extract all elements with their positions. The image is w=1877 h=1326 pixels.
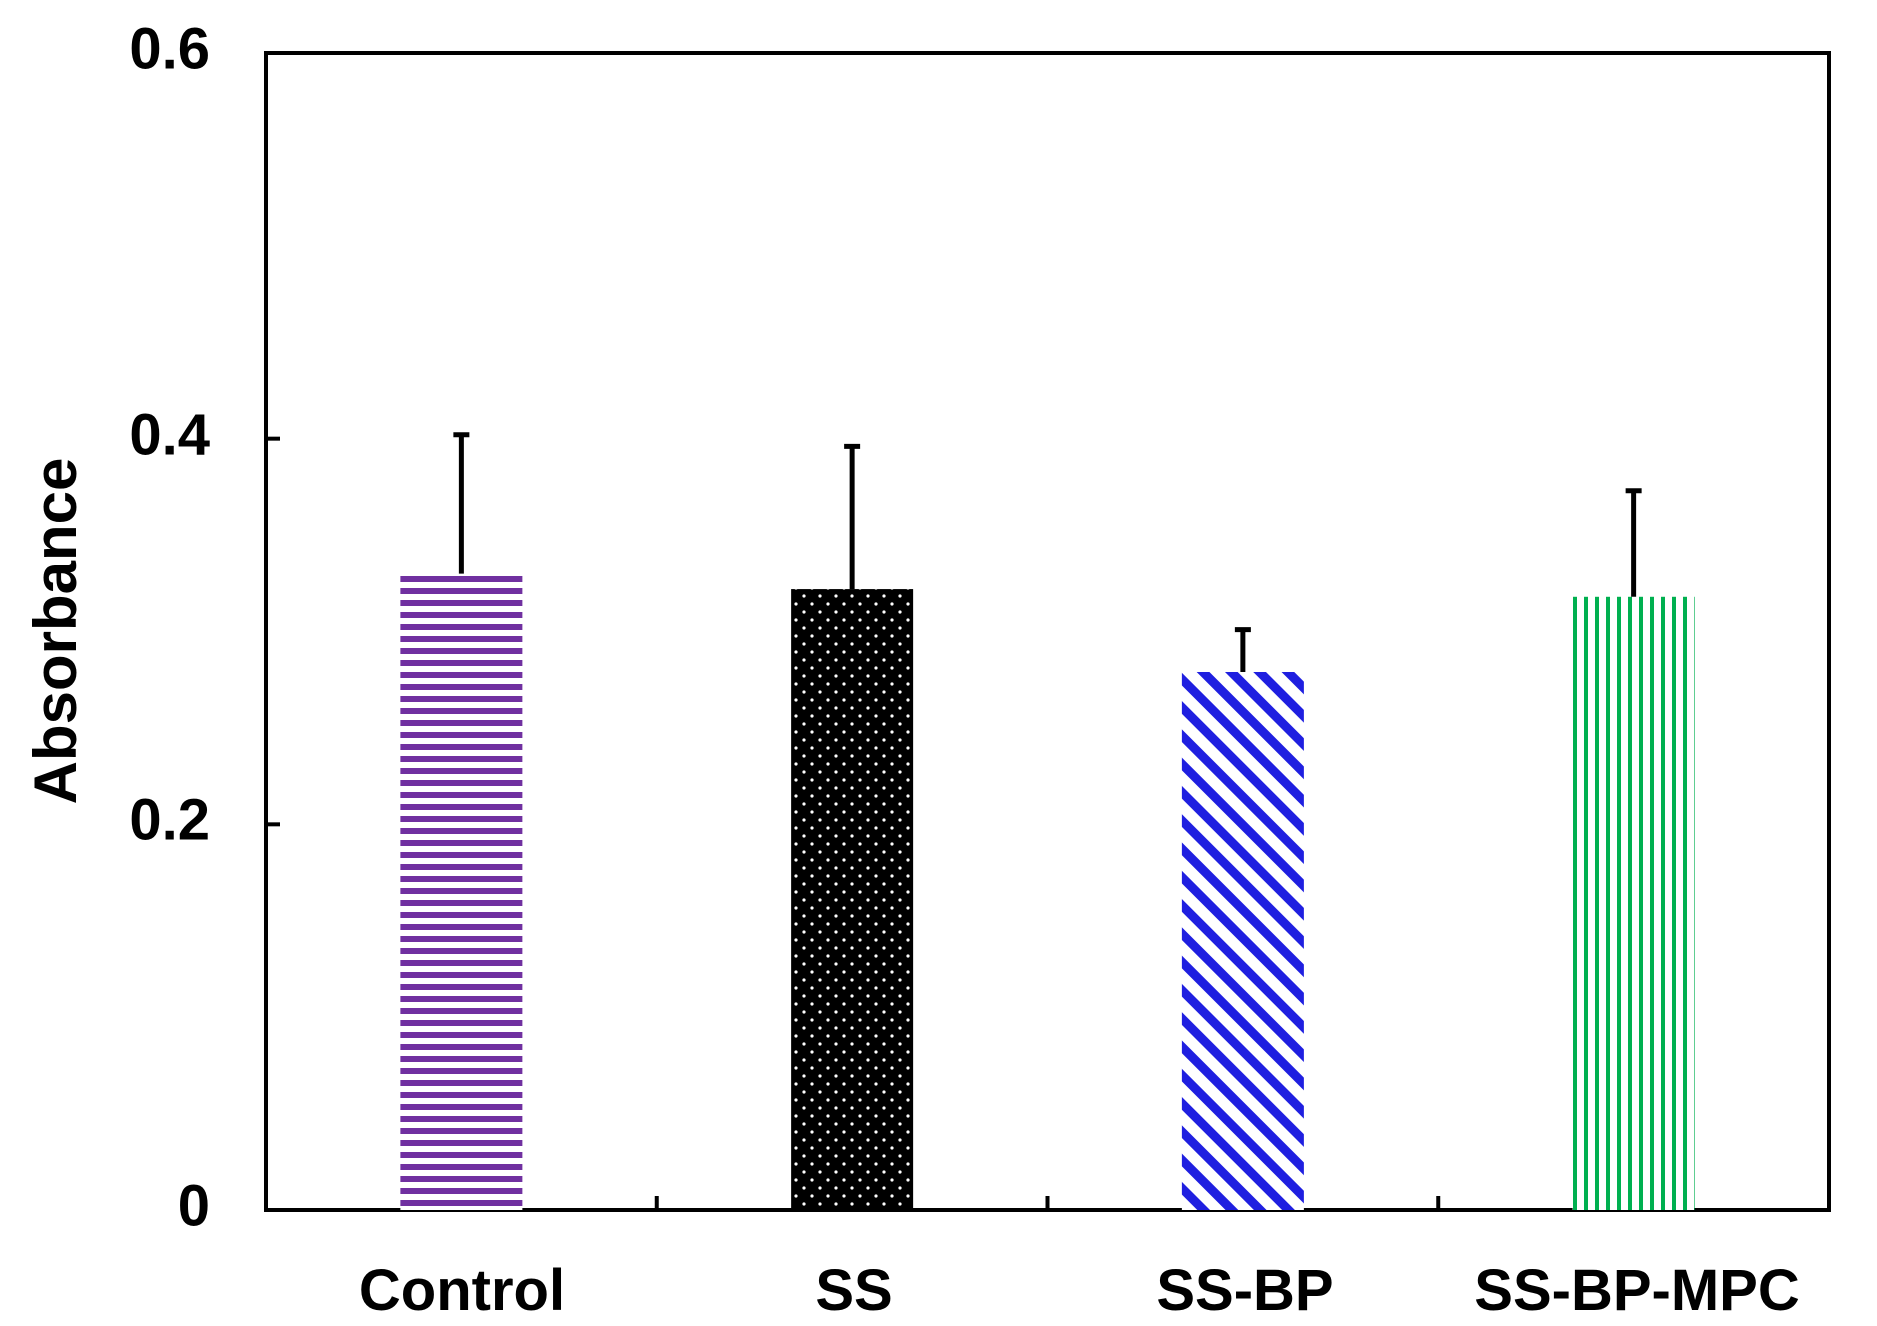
x-tick-label-ss-bp: SS-BP	[1156, 1258, 1333, 1323]
x-tick-label-control: Control	[359, 1258, 565, 1323]
x-axis-ticks	[654, 1196, 1441, 1210]
bar-ss-bp	[1181, 671, 1304, 1210]
y-tick-label-2: 0.4	[129, 402, 210, 467]
x-tick-label-ss: SS	[815, 1258, 892, 1323]
y-tick-label-0: 0	[178, 1173, 210, 1238]
y-axis-label: Absorbance	[22, 458, 89, 805]
x-tick-label-ss-bp-mpc: SS-BP-MPC	[1474, 1258, 1799, 1323]
bar-ss-bp-mpc	[1572, 596, 1695, 1210]
y-axis-ticks	[266, 51, 280, 1212]
error-bars	[453, 432, 1642, 672]
bar-control	[400, 573, 523, 1210]
bar-ss	[791, 589, 914, 1210]
y-tick-label-3: 0.6	[129, 16, 210, 81]
bars	[400, 573, 1695, 1210]
y-tick-label-1: 0.2	[129, 787, 210, 852]
